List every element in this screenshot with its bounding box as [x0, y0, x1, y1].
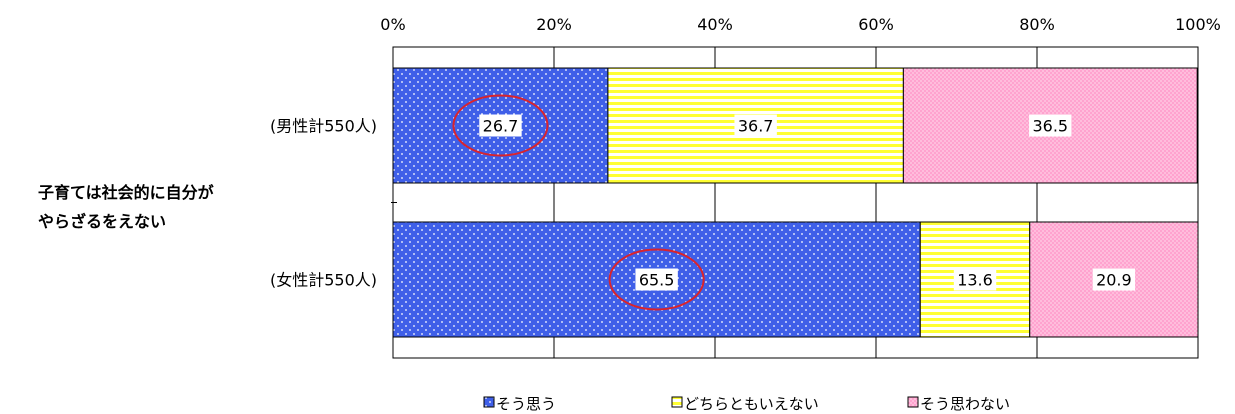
value-label-background [635, 268, 678, 291]
value-label-background [1029, 114, 1072, 137]
x-tick-label: 100% [1175, 15, 1221, 34]
category-label: (男性計550人) [270, 117, 377, 136]
x-tick-label: 0% [380, 15, 405, 34]
value-label: 26.7 [483, 117, 519, 136]
value-label-background [734, 114, 777, 137]
value-label: 65.5 [639, 271, 675, 290]
value-label-background [1092, 268, 1136, 291]
value-label: 36.5 [1032, 117, 1068, 136]
category-label: (女性計550人) [270, 271, 377, 290]
category-labels: (男性計550人) (女性計550人) [270, 117, 377, 290]
legend-label: どちらともいえない [684, 395, 819, 413]
highlight-ellipse [452, 94, 549, 157]
legend: そう思う どちらともいえない そう思わない [483, 395, 1010, 413]
x-tick-label: 80% [1019, 15, 1055, 34]
value-label: 13.6 [957, 271, 993, 290]
value-label: 20.9 [1096, 271, 1132, 290]
legend-swatch [907, 396, 919, 408]
group-label-line-2: やらざるをえない [38, 212, 166, 231]
bars [392, 67, 1199, 338]
x-tick-label: 20% [536, 15, 572, 34]
legend-label: そう思わない [920, 395, 1010, 413]
value-label: 36.7 [738, 117, 774, 136]
legend-label: そう思う [496, 395, 556, 413]
x-axis-ticks: 0% 20% 40% 60% 80% 100% [380, 15, 1221, 34]
x-tick-label: 40% [697, 15, 733, 34]
group-label-line-1: 子育ては社会的に自分が [38, 183, 214, 202]
legend-swatch [483, 396, 495, 408]
highlight-ellipse [608, 248, 705, 311]
legend-swatch [671, 396, 683, 408]
value-label-background [953, 268, 997, 291]
x-tick-label: 60% [858, 15, 894, 34]
value-label-background [479, 114, 522, 137]
value-labels: 26.7 36.7 36.5 65.5 13.6 20.9 [452, 94, 1136, 311]
